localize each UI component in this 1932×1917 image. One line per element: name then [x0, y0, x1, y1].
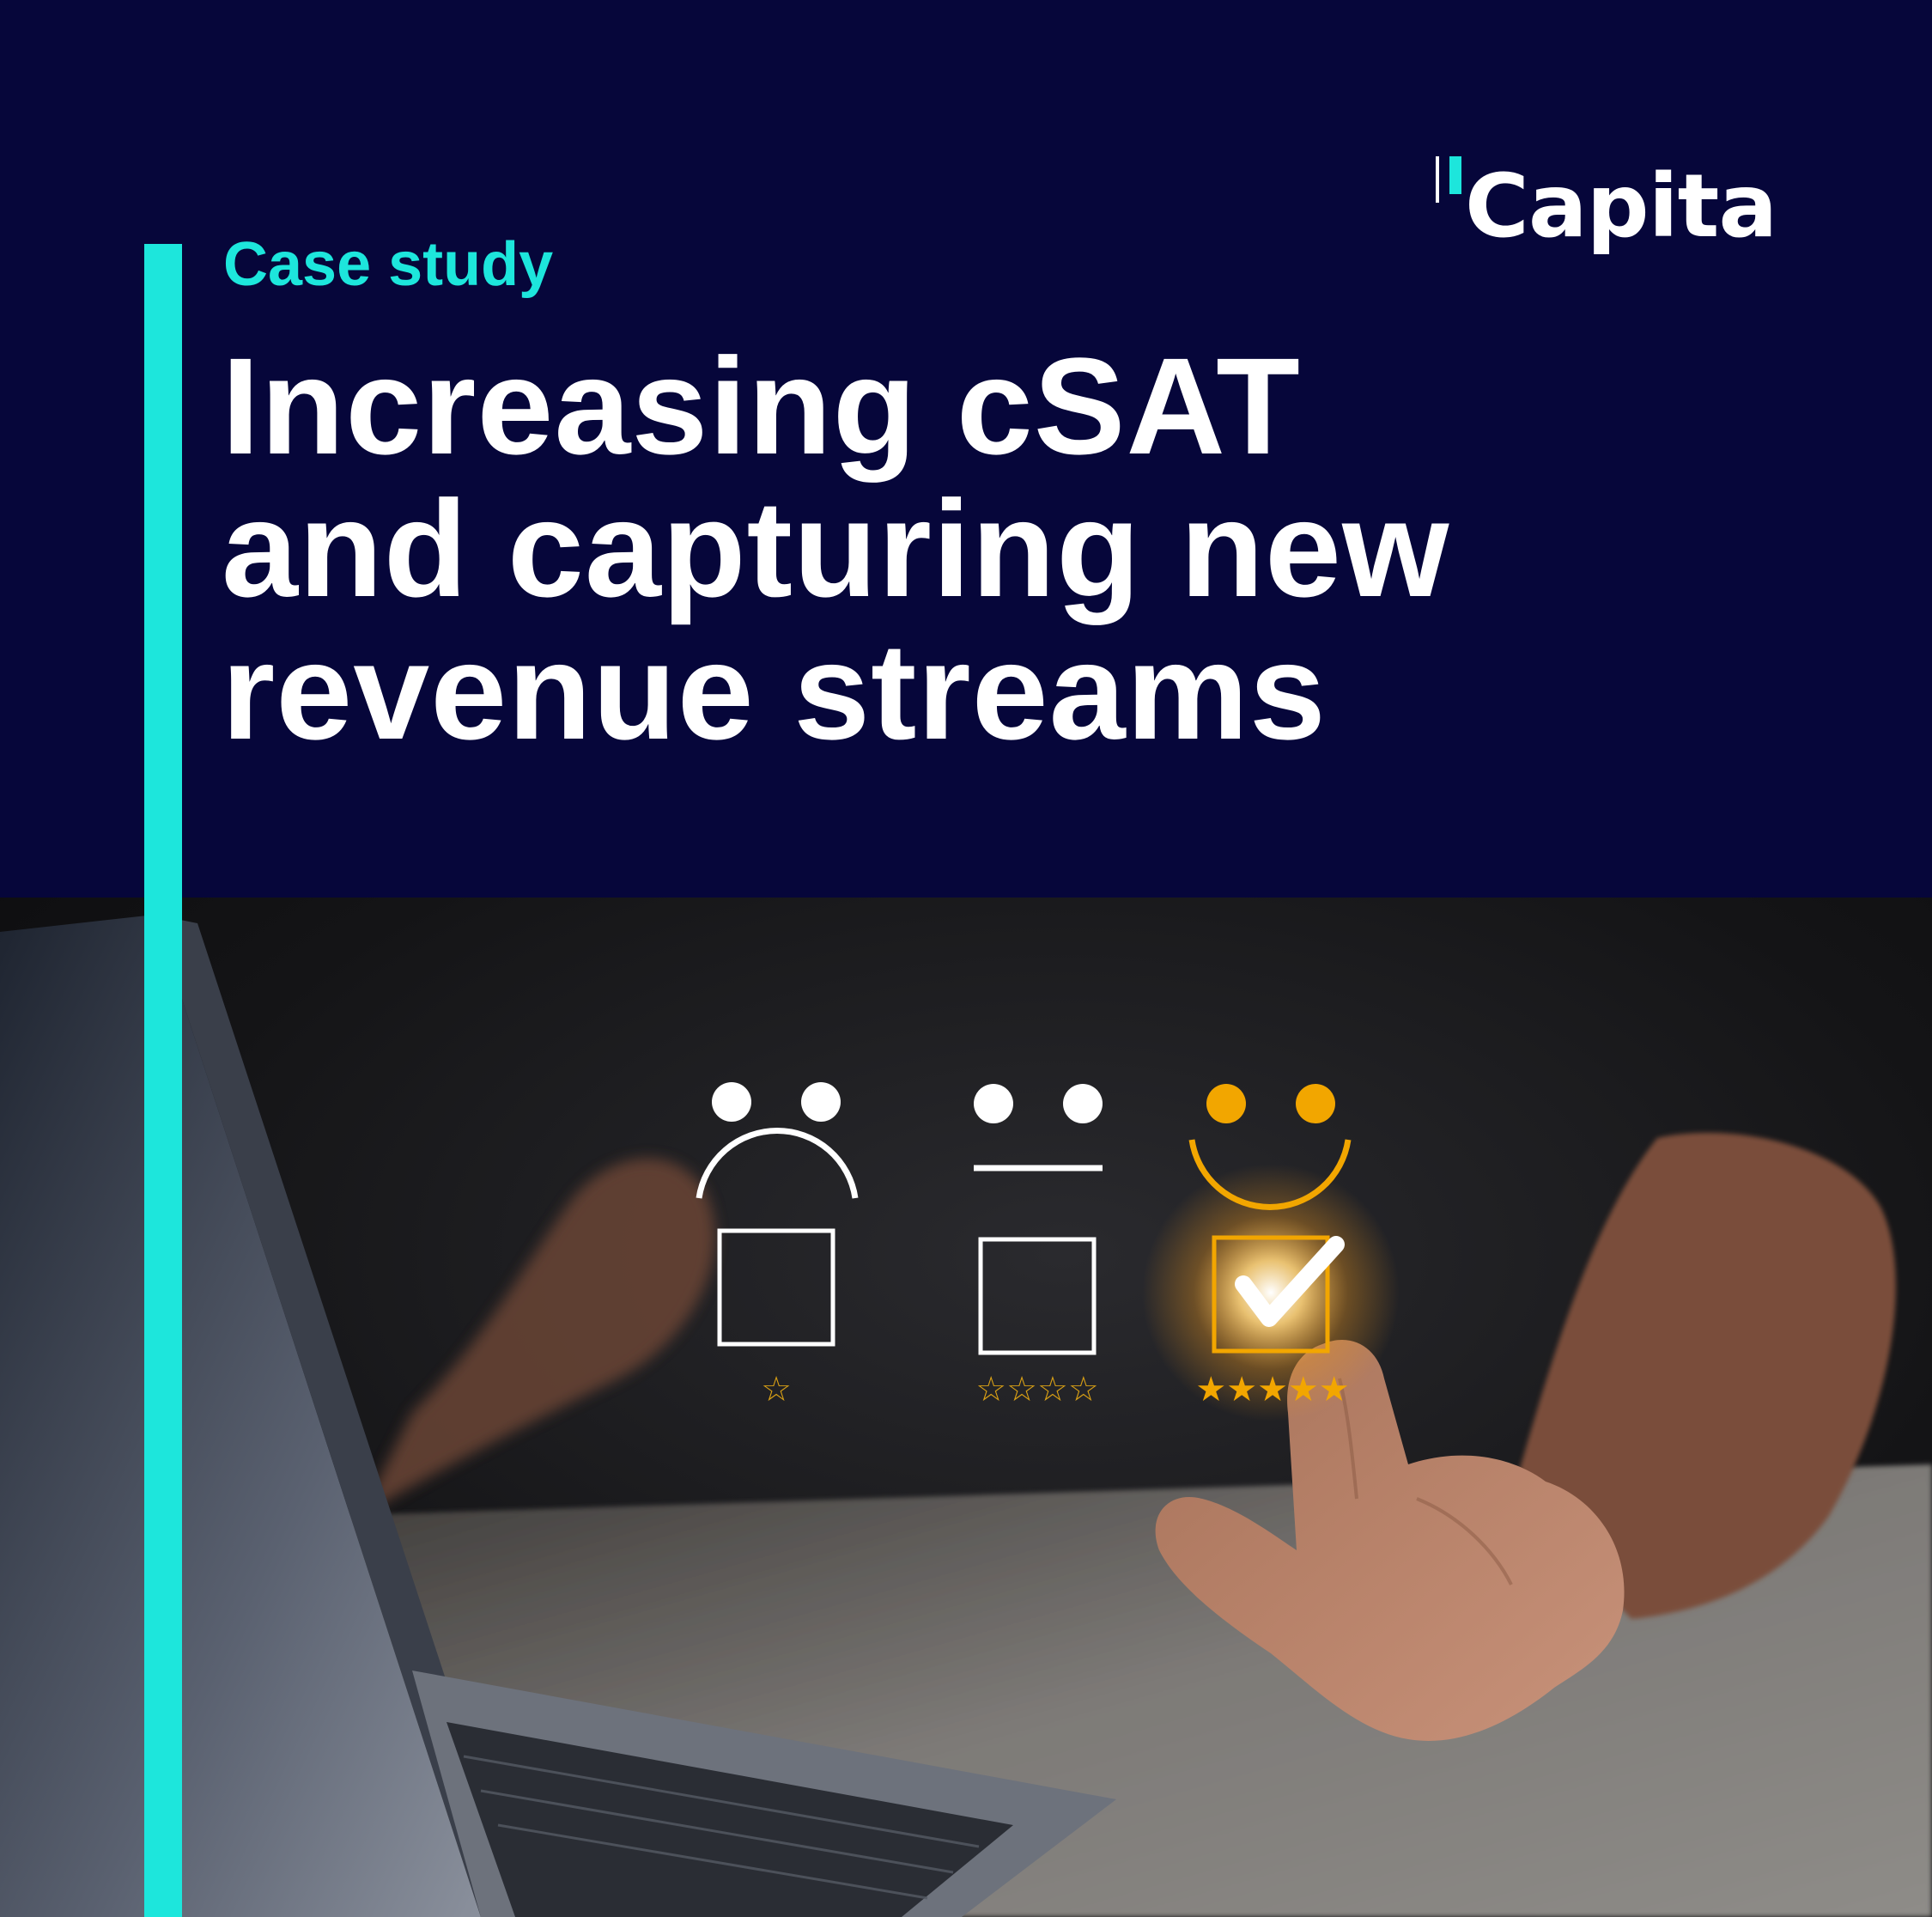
- title-line: and capturing new: [222, 472, 1450, 625]
- title-line: revenue streams: [222, 614, 1327, 768]
- logo-mark-icon: [1434, 156, 1468, 204]
- checkmark-icon: [1235, 1236, 1345, 1327]
- rating-option-happy: [1188, 1084, 1352, 1354]
- rating-option-neutral: [974, 1084, 1103, 1355]
- page-title: Increasing cSAT and capturing new revenu…: [222, 329, 1450, 768]
- accent-bar: [144, 244, 182, 1917]
- title-line: Increasing cSAT: [222, 329, 1301, 483]
- header-panel: [0, 0, 1932, 898]
- rating-stars-4: ☆☆☆☆: [975, 1370, 1098, 1409]
- kicker-label: Case study: [223, 230, 554, 299]
- hero-photo: ☆ ☆☆☆☆ ★★★★★: [0, 898, 1932, 1917]
- capita-logo[interactable]: Capita: [1434, 155, 1795, 275]
- logo-text: Capita: [1465, 155, 1777, 258]
- rating-stars-1: ☆: [761, 1370, 792, 1409]
- laptop-illustration: [0, 915, 1116, 1917]
- rating-option-sad: [696, 1082, 859, 1347]
- rating-stars-5: ★★★★★: [1195, 1370, 1349, 1409]
